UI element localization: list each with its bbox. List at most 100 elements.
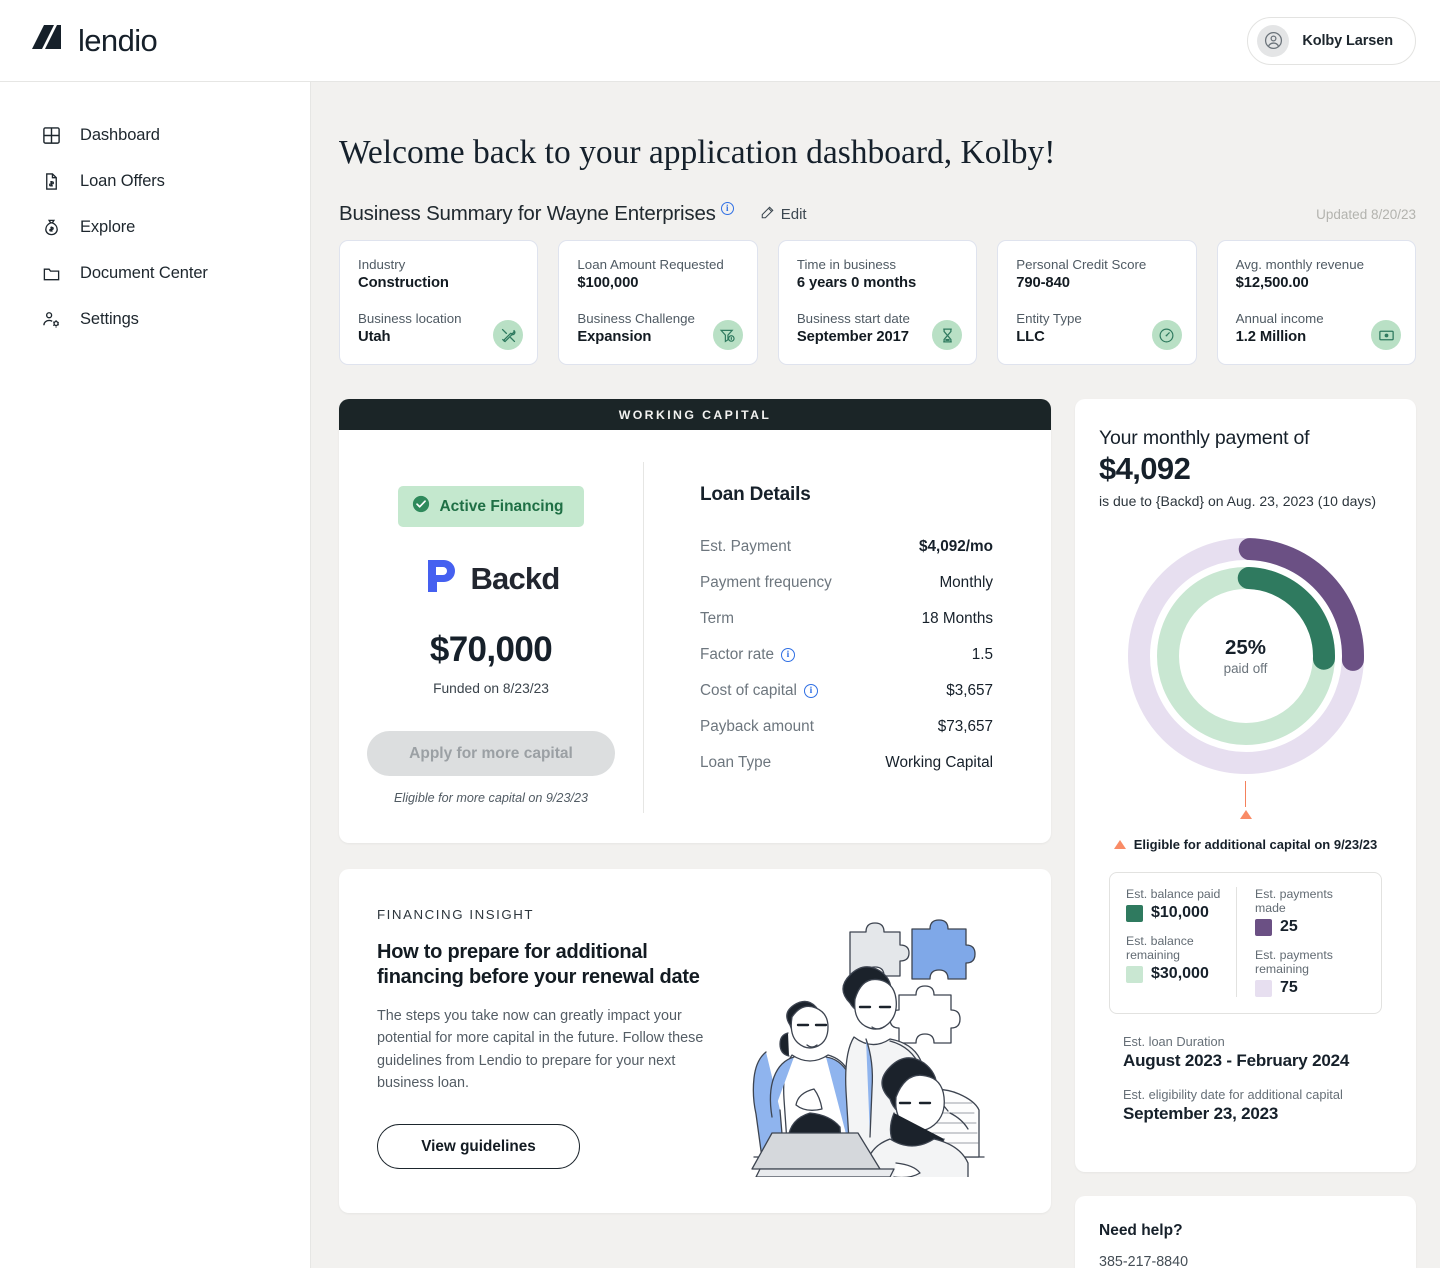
payment-amount: $4,092	[1099, 451, 1191, 486]
monthly-payment-panel: Your monthly payment of $4,092 is due to…	[1075, 399, 1416, 1172]
summary-card-value-2: September 2017	[796, 329, 909, 345]
loan-detail-row: Loan Type Working Capital	[700, 745, 993, 781]
loan-detail-key: Term	[700, 610, 734, 627]
business-summary-title: Business Summary for Wayne Enterprises	[339, 202, 716, 225]
need-help-title: Need help?	[1099, 1222, 1183, 1239]
loan-detail-value: 1.5	[971, 646, 993, 663]
insight-eyebrow: FINANCING INSIGHT	[377, 907, 535, 922]
funded-amount: $70,000	[429, 630, 553, 669]
legend-label: Est. balance remaining	[1126, 934, 1194, 962]
sidebar-item-loan-offers[interactable]: Loan Offers	[0, 158, 310, 204]
chart-legend: Est. balance paid $10,000 Est. balance r…	[1109, 872, 1382, 1014]
loan-detail-key: Payback amount	[700, 718, 814, 735]
sidebar-item-document-center[interactable]: Document Center	[0, 250, 310, 296]
summary-card[interactable]: Industry Construction Business location …	[339, 240, 539, 365]
loan-detail-row: Est. Payment $4,092/mo	[700, 529, 993, 565]
legend-label: Est. payments made	[1255, 887, 1333, 915]
apply-for-more-capital-button[interactable]: Apply for more capital	[367, 731, 615, 776]
eligibility-label: Est. eligibility date for additional cap…	[1123, 1087, 1343, 1102]
summary-card-label-2: Business start date	[796, 311, 910, 326]
duration-value: August 2023 - February 2024	[1123, 1051, 1350, 1070]
financing-insight-card: FINANCING INSIGHT How to prepare for add…	[339, 869, 1051, 1213]
edit-label: Edit	[780, 205, 807, 223]
summary-card[interactable]: Personal Credit Score 790-840 Entity Typ…	[997, 240, 1197, 365]
loan-duration-block: Est. loan Duration August 2023 - Februar…	[1099, 1014, 1392, 1150]
loan-detail-row: Payment frequency Monthly	[700, 565, 993, 601]
summary-card-value-2: LLC	[1016, 329, 1045, 345]
insight-body: The steps you take now can greatly impac…	[377, 1008, 704, 1091]
summary-card-label-2: Entity Type	[1016, 311, 1082, 326]
backd-b-icon	[422, 553, 468, 604]
view-guidelines-button[interactable]: View guidelines	[377, 1124, 580, 1170]
loan-detail-value: $73,657	[937, 718, 993, 735]
loan-detail-value: $3,657	[946, 682, 993, 699]
eligibility-legend: Eligible for additional capital on 9/23/…	[1099, 837, 1392, 852]
main-content: Welcome back to your application dashboa…	[311, 82, 1440, 1268]
payoff-donut-chart: 25% paid off	[1121, 531, 1371, 781]
legend-swatch-payments-made	[1255, 918, 1272, 936]
brand-name: lendio	[78, 22, 158, 58]
right-column: Your monthly payment of $4,092 is due to…	[1075, 399, 1416, 1268]
brand-logo[interactable]: lendio	[30, 22, 158, 59]
sidebar-item-label: Loan Offers	[80, 171, 165, 190]
loan-detail-row: Term 18 Months	[700, 601, 993, 637]
summary-card-label-2: Annual income	[1235, 311, 1324, 326]
working-capital-header: WORKING CAPITAL	[339, 399, 1051, 430]
summary-card-label-2: Business location	[358, 311, 462, 326]
hourglass-icon	[932, 320, 963, 350]
lendio-mark-icon	[30, 23, 68, 58]
insight-title: How to prepare for additional financing …	[377, 941, 700, 988]
summary-card-value-1: $12,500.00	[1235, 275, 1309, 291]
sidebar-item-settings[interactable]: Settings	[0, 296, 310, 342]
info-icon[interactable]: i	[720, 201, 734, 215]
financing-summary: Active Financing Backd	[339, 462, 644, 813]
summary-card-value-1: 790-840	[1016, 275, 1070, 291]
sidebar-item-label: Dashboard	[80, 125, 160, 144]
funded-date: Funded on 8/23/23	[433, 681, 549, 696]
info-icon[interactable]: i	[780, 648, 795, 662]
payment-due-text: is due to {Backd} on Aug. 23, 2023 (10 d…	[1099, 493, 1377, 509]
check-circle-icon	[412, 495, 430, 518]
info-icon[interactable]: i	[803, 684, 818, 698]
legend-swatch-payments-remaining	[1255, 979, 1272, 997]
loan-detail-key: Cost of capital	[700, 682, 797, 699]
summary-card[interactable]: Time in business 6 years 0 months Busine…	[777, 240, 978, 365]
loan-detail-key-wrap: Cost of capital i	[700, 682, 818, 700]
sidebar-item-dashboard[interactable]: Dashboard	[0, 112, 310, 158]
summary-card-value-2: Expansion	[577, 329, 652, 345]
summary-card-label-1: Loan Amount Requested	[577, 257, 724, 272]
summary-card[interactable]: Avg. monthly revenue $12,500.00 Annual i…	[1216, 240, 1417, 365]
loan-detail-key: Payment frequency	[700, 574, 832, 591]
summary-card-value-1: $100,000	[577, 275, 639, 291]
folder-icon	[40, 262, 62, 284]
edit-business-summary-button[interactable]: Edit	[760, 205, 807, 224]
money-bag-icon	[40, 216, 62, 238]
summary-card-value-2: Utah	[358, 329, 391, 345]
user-name: Kolby Larsen	[1302, 32, 1393, 49]
business-summary-cards: Industry Construction Business location …	[339, 240, 1417, 365]
loan-details: Loan Details Est. Payment $4,092/mo Paym…	[644, 462, 1051, 813]
legend-swatch-balance-paid	[1126, 904, 1143, 922]
support-phone: 385-217-8840	[1099, 1254, 1189, 1268]
summary-card-label-2: Business Challenge	[577, 311, 695, 326]
speedometer-icon	[1151, 320, 1182, 350]
sidebar-item-explore[interactable]: Explore	[0, 204, 310, 250]
summary-card-label-1: Personal Credit Score	[1016, 257, 1147, 272]
loan-detail-value: 18 Months	[921, 610, 993, 627]
legend-value: $30,000	[1151, 965, 1209, 982]
sidebar-item-label: Settings	[80, 309, 139, 328]
user-menu[interactable]: Kolby Larsen	[1247, 16, 1416, 65]
eligible-note: Eligible for more capital on 9/23/23	[394, 791, 588, 805]
loan-details-title: Loan Details	[700, 484, 811, 505]
summary-card[interactable]: Loan Amount Requested $100,000 Business …	[558, 240, 758, 365]
sidebar: Dashboard Loan Offers Explore Document C…	[0, 82, 311, 1268]
payment-headline: Your monthly payment of	[1099, 427, 1310, 449]
loan-detail-key: Est. Payment	[700, 538, 791, 555]
team-puzzle-illustration	[707, 907, 1021, 1177]
document-dollar-icon	[40, 170, 62, 192]
legend-value: $10,000	[1151, 904, 1209, 921]
loan-detail-row: Cost of capital i $3,657	[700, 673, 993, 709]
user-circle-icon	[1257, 24, 1290, 57]
loan-detail-key: Factor rate	[700, 646, 774, 663]
